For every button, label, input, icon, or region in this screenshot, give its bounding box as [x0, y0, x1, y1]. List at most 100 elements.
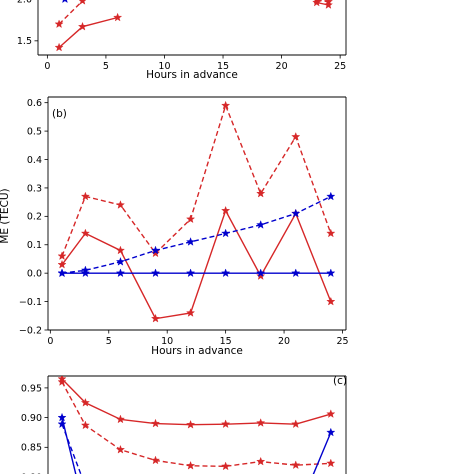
series-line-1 [61, 103, 332, 257]
data-point-marker [221, 268, 231, 278]
data-point-marker [57, 419, 67, 429]
data-point-marker [150, 313, 161, 323]
data-point-marker [256, 271, 266, 280]
data-point-marker [57, 268, 67, 278]
data-point-marker [78, 0, 87, 5]
x-axis-label: Hours in advance [146, 69, 238, 81]
series-line-2 [61, 208, 332, 320]
series-group [54, 0, 333, 52]
data-point-marker [291, 208, 301, 218]
data-point-marker [150, 418, 161, 428]
panel-1: 0 5 10 15 20 25 1.5 2.0 Hours in advance [17, 0, 347, 81]
data-point-marker [57, 259, 67, 269]
y-tick-label: 0.80 [21, 472, 42, 474]
x-tick-label: 10 [161, 336, 173, 347]
data-point-marker [150, 268, 161, 278]
data-point-marker [115, 444, 125, 454]
y-axis-label: ME (TECU) [0, 188, 11, 243]
y-tick-label: 0.4 [27, 155, 42, 166]
y-tick-label: −0.2 [19, 325, 42, 336]
data-point-marker [115, 245, 125, 255]
x-tick-label: 15 [220, 336, 232, 347]
panel-3: 0.80 0.85 0.90 0.95 (c) [21, 375, 347, 474]
series-group [57, 100, 336, 323]
x-tick-label: 0 [47, 336, 53, 347]
data-point-marker [256, 220, 266, 229]
series-line-3 [61, 417, 77, 474]
data-point-marker [57, 251, 67, 260]
data-point-marker [80, 268, 90, 278]
data-point-marker [291, 419, 301, 429]
series-line-5 [312, 432, 332, 474]
y-tick-label: 0.0 [27, 269, 42, 280]
data-point-marker [326, 409, 336, 418]
y-tick-label: 0.85 [21, 443, 42, 454]
x-tick-label: 0 [44, 61, 50, 72]
y-tick-label: 0.95 [21, 383, 42, 394]
x-tick-label: 15 [217, 61, 229, 72]
data-point-marker [115, 257, 125, 266]
series-group [57, 376, 336, 474]
data-point-marker [221, 419, 231, 429]
y-tick-label: 0.2 [27, 212, 42, 223]
data-point-marker [80, 420, 90, 430]
y-tick-label: 0.90 [21, 413, 42, 424]
x-tick-label: 20 [276, 61, 288, 72]
data-point-marker [113, 12, 123, 22]
data-point-marker [326, 427, 336, 437]
data-point-marker [150, 248, 161, 258]
series-line-1 [61, 378, 332, 426]
y-tick-label: 0.6 [27, 98, 42, 109]
data-point-marker [80, 228, 90, 238]
panel-label: (b) [52, 108, 67, 120]
series-line-1 [58, 0, 83, 25]
panel-2: 0 5 10 15 20 25 −0.2 −0.1 0.0 0.1 0.2 0.3 0.4 0.5 0.6 H… [0, 96, 349, 357]
y-tick-label: 1.5 [17, 36, 32, 47]
series-line-4 [61, 423, 82, 474]
data-point-marker [291, 132, 301, 141]
data-point-marker [291, 268, 301, 278]
data-point-marker [326, 458, 336, 468]
data-point-marker [186, 419, 196, 429]
data-point-marker [323, 0, 333, 9]
data-point-marker [57, 412, 67, 422]
y-tick-label: 2.0 [17, 0, 32, 6]
data-point-marker [312, 0, 322, 7]
data-point-marker [115, 414, 125, 424]
series-line-3 [61, 195, 332, 274]
x-axis-label: Hours in advance [151, 345, 243, 357]
data-point-marker [256, 188, 266, 198]
x-tick-label: 5 [103, 61, 109, 72]
data-point-marker [186, 308, 196, 317]
y-tick-label: 0.3 [27, 183, 42, 194]
data-point-marker [80, 397, 90, 407]
data-point-marker [80, 191, 90, 201]
data-point-marker [186, 460, 196, 470]
data-point-marker [291, 460, 301, 470]
data-point-marker [326, 268, 336, 278]
x-tick-label: 20 [278, 336, 290, 347]
data-point-marker [256, 418, 266, 427]
x-tick-label: 25 [336, 336, 348, 347]
data-point-marker [186, 268, 196, 278]
x-tick-label: 25 [334, 61, 346, 72]
data-point-marker [62, 0, 68, 4]
data-point-marker [115, 268, 125, 278]
y-tick-label: 0.5 [27, 126, 42, 137]
data-point-marker [115, 200, 125, 209]
data-point-marker [326, 228, 336, 238]
data-point-marker [221, 228, 231, 238]
x-tick-label: 10 [158, 61, 170, 72]
data-point-marker [256, 456, 266, 466]
data-point-marker [186, 214, 196, 224]
y-tick-label: −0.1 [19, 297, 42, 308]
series-line-2 [58, 16, 118, 49]
data-point-marker [57, 377, 67, 386]
data-point-marker [221, 100, 231, 110]
y-tick-label: 0.1 [27, 240, 42, 251]
data-point-marker [150, 455, 161, 465]
data-point-marker [326, 296, 336, 306]
data-point-marker [54, 42, 64, 52]
data-point-marker [77, 21, 88, 31]
